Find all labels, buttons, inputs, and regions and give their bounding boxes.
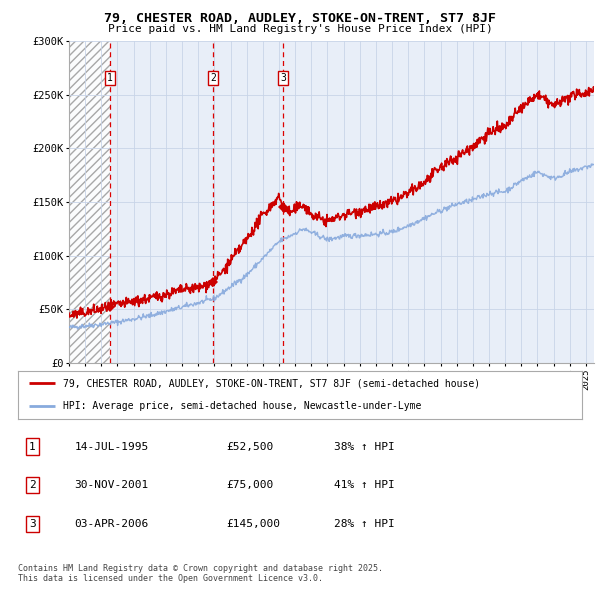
Text: 41% ↑ HPI: 41% ↑ HPI <box>334 480 395 490</box>
Text: £52,500: £52,500 <box>227 441 274 451</box>
Text: 3: 3 <box>29 519 35 529</box>
Text: Contains HM Land Registry data © Crown copyright and database right 2025.
This d: Contains HM Land Registry data © Crown c… <box>18 563 383 583</box>
Text: 38% ↑ HPI: 38% ↑ HPI <box>334 441 395 451</box>
Text: £75,000: £75,000 <box>227 480 274 490</box>
Text: 3: 3 <box>280 73 286 83</box>
Text: 1: 1 <box>29 441 35 451</box>
Text: 14-JUL-1995: 14-JUL-1995 <box>74 441 149 451</box>
Text: £145,000: £145,000 <box>227 519 281 529</box>
Text: 30-NOV-2001: 30-NOV-2001 <box>74 480 149 490</box>
Text: 79, CHESTER ROAD, AUDLEY, STOKE-ON-TRENT, ST7 8JF (semi-detached house): 79, CHESTER ROAD, AUDLEY, STOKE-ON-TRENT… <box>63 378 480 388</box>
Text: 2: 2 <box>210 73 216 83</box>
Text: 1: 1 <box>107 73 113 83</box>
Text: Price paid vs. HM Land Registry's House Price Index (HPI): Price paid vs. HM Land Registry's House … <box>107 24 493 34</box>
Text: HPI: Average price, semi-detached house, Newcastle-under-Lyme: HPI: Average price, semi-detached house,… <box>63 401 421 411</box>
Bar <box>69 41 110 363</box>
Text: 2: 2 <box>29 480 35 490</box>
Text: 79, CHESTER ROAD, AUDLEY, STOKE-ON-TRENT, ST7 8JF: 79, CHESTER ROAD, AUDLEY, STOKE-ON-TRENT… <box>104 12 496 25</box>
Text: 28% ↑ HPI: 28% ↑ HPI <box>334 519 395 529</box>
Text: 03-APR-2006: 03-APR-2006 <box>74 519 149 529</box>
